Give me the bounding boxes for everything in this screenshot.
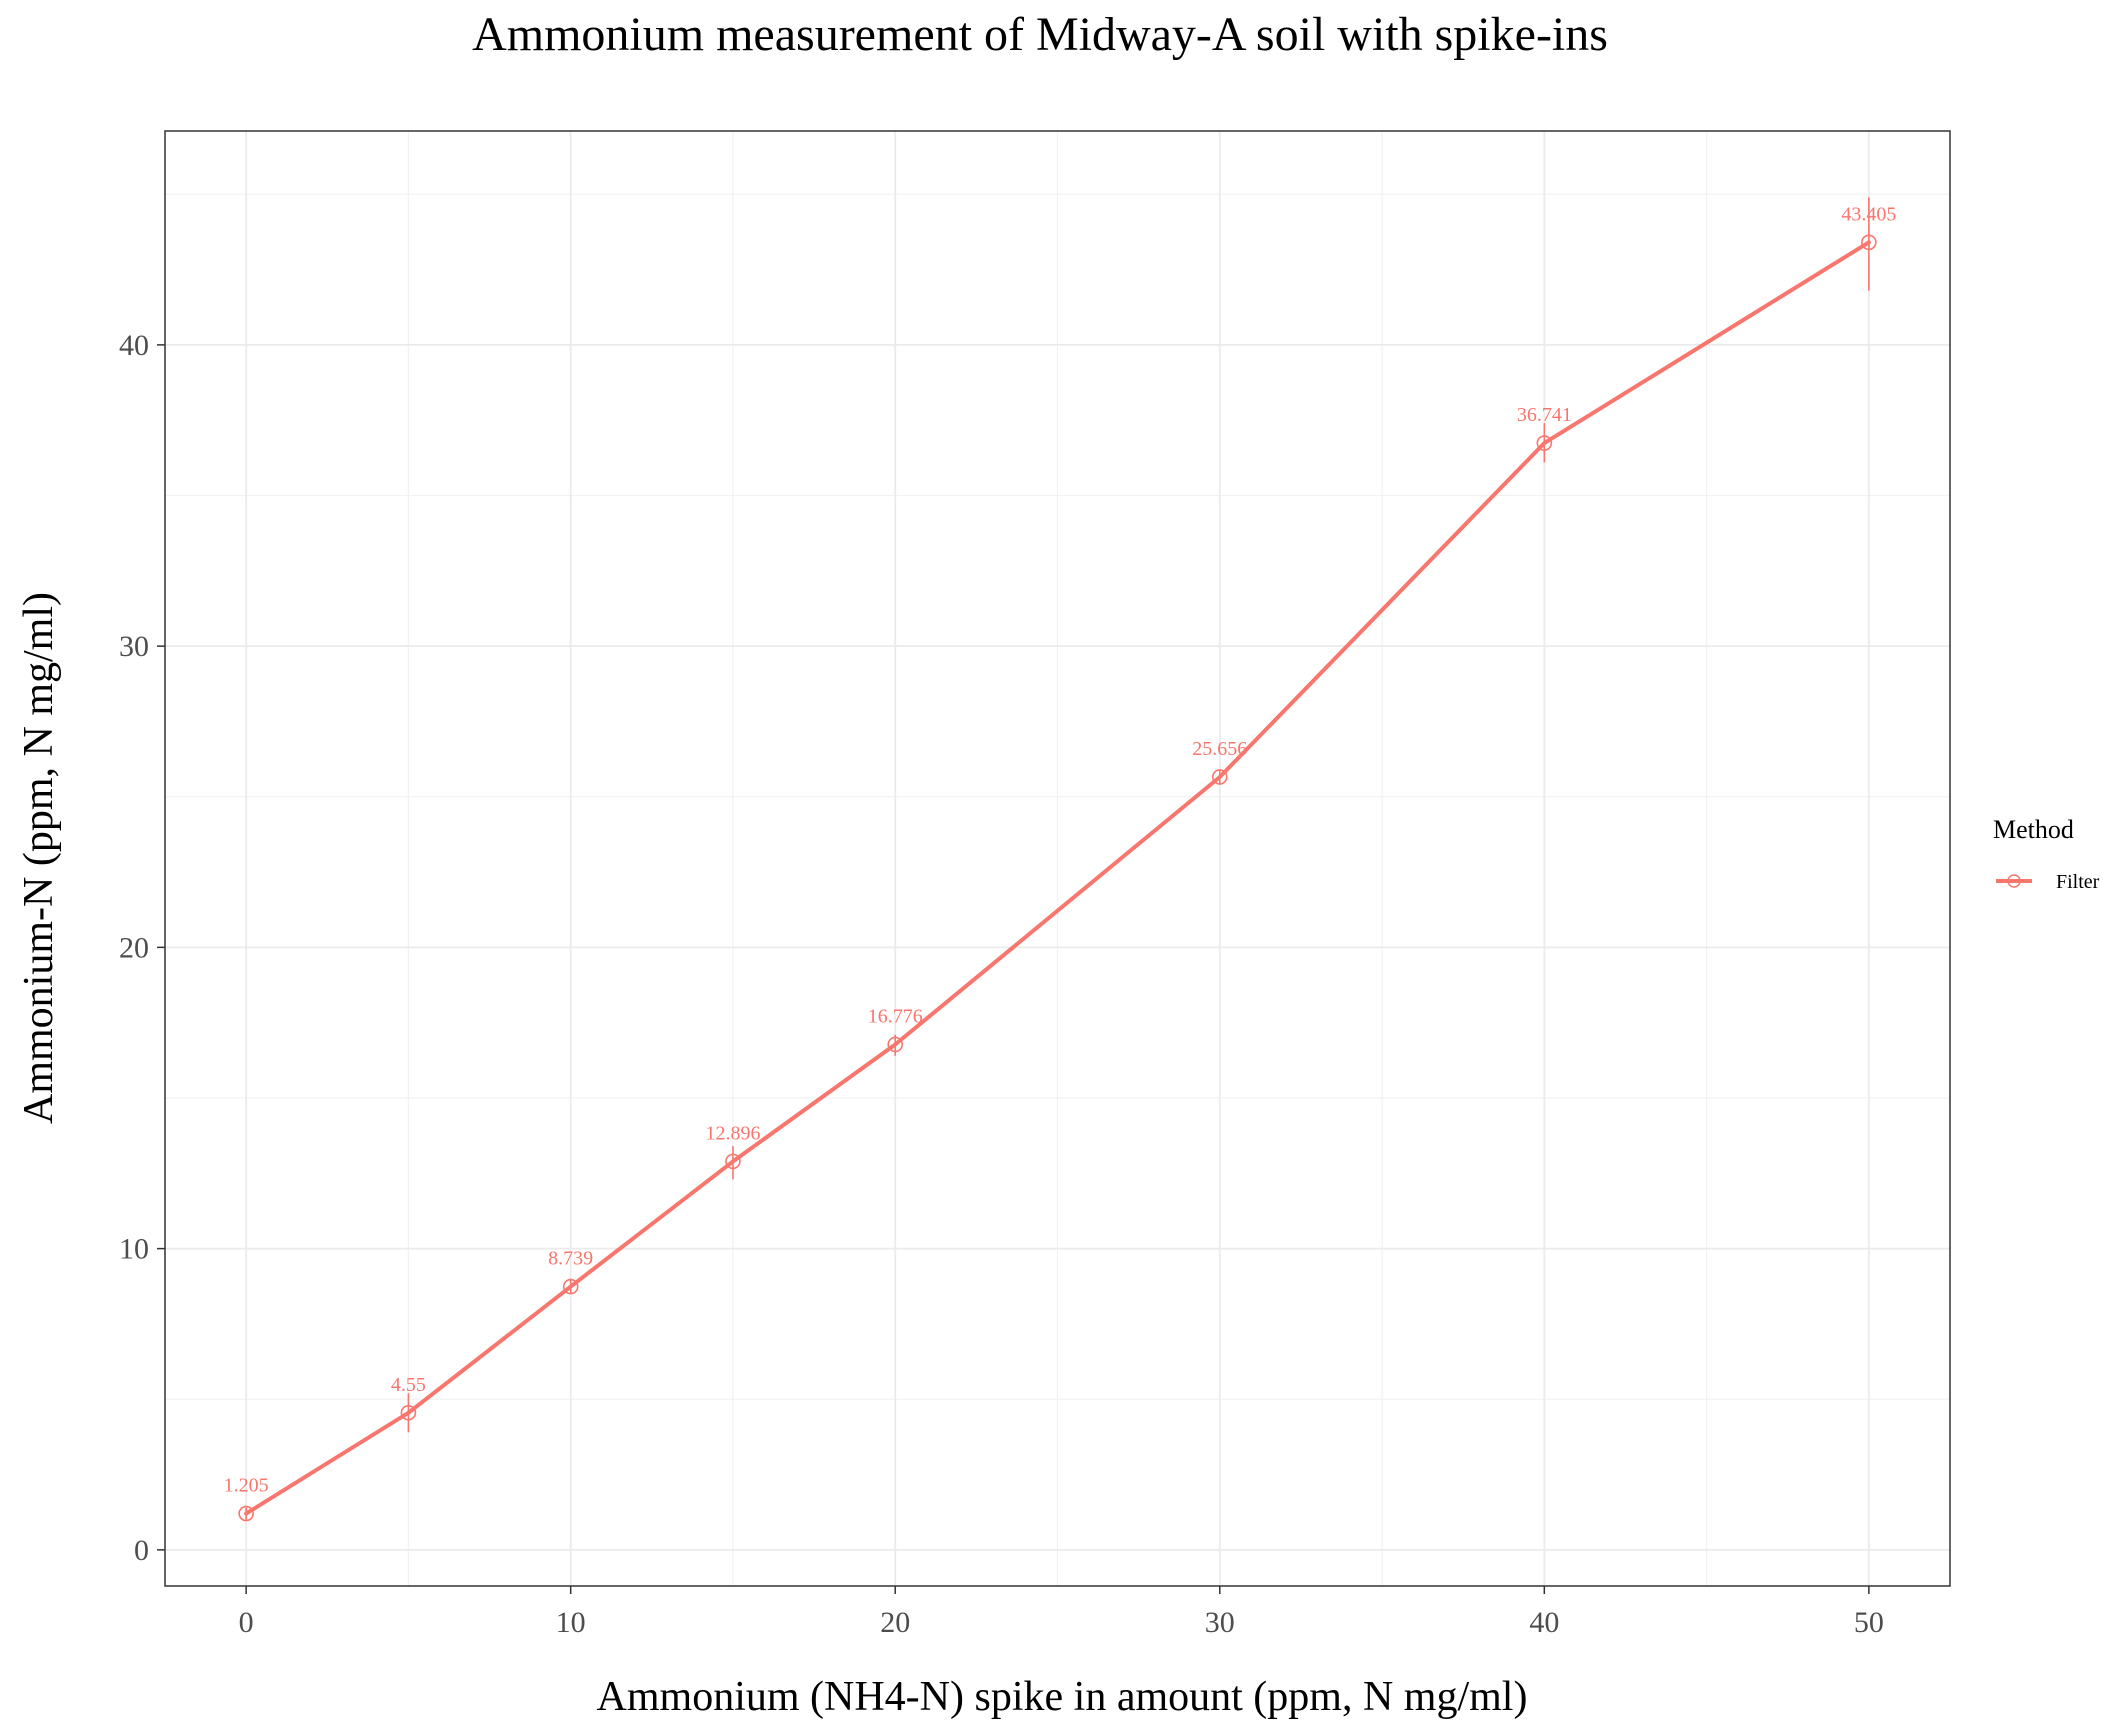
y-tick-label: 0 — [134, 1534, 149, 1567]
y-axis-title: Ammonium-N (ppm, N mg/ml) — [16, 592, 62, 1124]
data-point — [887, 1036, 904, 1053]
data-label: 1.205 — [224, 1475, 269, 1497]
data-label: 12.896 — [705, 1122, 760, 1144]
y-tick-label: 10 — [119, 1233, 149, 1266]
y-tick-label: 20 — [119, 931, 149, 964]
data-label: 25.656 — [1192, 738, 1247, 760]
plot-border — [164, 130, 1951, 1587]
x-tick-label: 30 — [1205, 1606, 1235, 1639]
data-point — [1536, 435, 1553, 451]
data-label: 43.405 — [1841, 203, 1896, 225]
x-tick-label: 0 — [239, 1606, 254, 1639]
x-tick-label: 20 — [880, 1606, 910, 1639]
y-tick-label: 40 — [119, 329, 149, 362]
legend-label: Filter — [2056, 871, 2100, 893]
legend: Method Filter — [1993, 815, 2100, 893]
x-tick-label: 50 — [1854, 1606, 1884, 1639]
data-label: 8.739 — [548, 1248, 593, 1270]
data-layer: 1.205 4.55 8.739 12.896 16.776 25.656 36.741 43… — [224, 197, 1896, 1522]
series-line-filter — [244, 240, 1871, 1516]
data-label: 16.776 — [868, 1005, 923, 1027]
x-tick-label: 10 — [556, 1606, 586, 1639]
legend-title: Method — [1993, 815, 2074, 844]
data-label: 4.55 — [391, 1374, 426, 1396]
x-axis-title: Ammonium (NH4-N) spike in amount (ppm, N… — [597, 1674, 1528, 1720]
chart-title: Ammonium measurement of Midway-A soil wi… — [472, 8, 1608, 61]
axes: 0 10 20 30 40 50 0 10 20 30 40 — [119, 329, 1884, 1639]
data-label: 36.741 — [1517, 404, 1572, 426]
legend-key-marker — [2007, 874, 2021, 888]
data-point — [725, 1153, 741, 1170]
data-point — [238, 1505, 254, 1522]
grid — [165, 131, 1950, 1586]
x-tick-label: 40 — [1529, 1606, 1559, 1639]
y-tick-label: 30 — [119, 630, 149, 663]
data-point — [562, 1278, 579, 1295]
data-point — [400, 1404, 417, 1421]
data-point — [1861, 234, 1877, 251]
data-point — [1211, 769, 1228, 785]
